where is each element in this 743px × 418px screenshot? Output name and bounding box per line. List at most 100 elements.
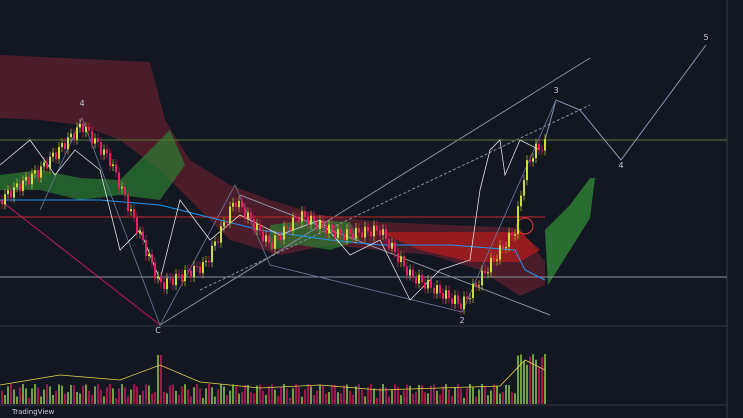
volume-bar	[430, 385, 432, 404]
candle-body	[271, 242, 273, 249]
bull-cloud	[545, 178, 595, 285]
candle-body	[544, 139, 546, 151]
candle-body	[163, 282, 165, 290]
candle-body	[169, 278, 171, 280]
candle-body	[175, 274, 177, 286]
volume-bar	[181, 386, 183, 404]
volume-bar	[544, 354, 546, 404]
volume-bar	[55, 390, 57, 404]
wave-label: 2	[459, 316, 464, 325]
candle-body	[451, 298, 453, 304]
candle-body	[277, 235, 279, 237]
candle-body	[310, 215, 312, 225]
volume-bar	[37, 387, 39, 404]
volume-bar	[31, 388, 33, 404]
volume-bar	[376, 397, 378, 404]
volume-bar	[538, 366, 540, 404]
volume-bar	[172, 384, 174, 404]
candle-body	[232, 202, 234, 207]
candle-body	[37, 170, 39, 178]
candle-body	[253, 219, 255, 231]
volume-bar	[253, 393, 255, 404]
volume-bar	[535, 359, 537, 404]
volume-bar	[265, 394, 267, 404]
volume-bar	[445, 384, 447, 404]
volume-bar	[28, 397, 30, 404]
volume-bar	[259, 384, 261, 404]
volume-bar	[304, 389, 306, 404]
candle-body	[481, 270, 483, 286]
candle-body	[10, 190, 12, 198]
volume-bar	[409, 385, 411, 404]
candle-body	[505, 246, 507, 249]
volume-bar	[424, 392, 426, 404]
volume-bar	[379, 388, 381, 404]
candle-body	[235, 202, 237, 208]
candle-body	[292, 217, 294, 231]
candle-body	[289, 227, 291, 231]
volume-bars	[1, 354, 546, 404]
candle-body	[325, 225, 327, 234]
candle-body	[370, 231, 372, 237]
candle-body	[220, 226, 222, 243]
candle-body	[322, 220, 324, 226]
volume-bar	[118, 388, 120, 404]
candle-body	[439, 285, 441, 294]
volume-bar	[163, 392, 165, 404]
volume-bar	[325, 393, 327, 404]
volume-bar	[7, 386, 9, 404]
candle-body	[82, 124, 84, 133]
candle-body	[172, 278, 174, 286]
candle-body	[76, 127, 78, 140]
kijun-line	[0, 199, 546, 281]
candles	[1, 119, 546, 315]
candle-body	[298, 218, 300, 222]
candle-body	[397, 252, 399, 263]
volume-bar	[19, 387, 21, 404]
candle-body	[475, 283, 477, 287]
candle-body	[256, 223, 258, 231]
volume-bar	[517, 355, 519, 404]
candle-body	[466, 296, 468, 299]
candle-body	[418, 274, 420, 284]
volume-bar	[505, 384, 507, 404]
candle-body	[499, 245, 501, 260]
volume-bar	[361, 389, 363, 404]
candle-body	[49, 156, 51, 169]
volume-bar	[103, 396, 105, 404]
candle-body	[16, 183, 18, 188]
candle-body	[454, 295, 456, 304]
volume-bar	[217, 389, 219, 404]
volume-bar	[511, 392, 513, 404]
volume-bar	[412, 393, 414, 404]
candle-body	[268, 235, 270, 243]
volume-bar	[523, 360, 525, 404]
candle-body	[22, 180, 24, 191]
wave-label: C	[155, 326, 161, 335]
volume-bar	[319, 384, 321, 404]
volume-bar	[61, 385, 63, 404]
candle-body	[79, 124, 81, 128]
candle-body	[484, 270, 486, 274]
candle-body	[67, 137, 69, 150]
candle-body	[373, 225, 375, 237]
wave-path	[39, 99, 557, 326]
candle-body	[40, 166, 42, 178]
candle-body	[52, 152, 54, 157]
candle-body	[334, 230, 336, 238]
volume-bar	[154, 392, 156, 404]
candle-body	[73, 133, 75, 140]
candle-body	[409, 269, 411, 276]
candle-body	[19, 183, 21, 191]
candle-body	[295, 217, 297, 219]
volume-bar	[184, 384, 186, 404]
volume-bar	[427, 393, 429, 404]
candle-body	[154, 262, 156, 279]
candle-body	[31, 173, 33, 185]
candle-body	[145, 239, 147, 256]
volume-bar	[487, 395, 489, 404]
volume-bar	[493, 384, 495, 404]
candle-body	[355, 227, 357, 239]
volume-bar	[58, 384, 60, 404]
candle-body	[436, 285, 438, 294]
